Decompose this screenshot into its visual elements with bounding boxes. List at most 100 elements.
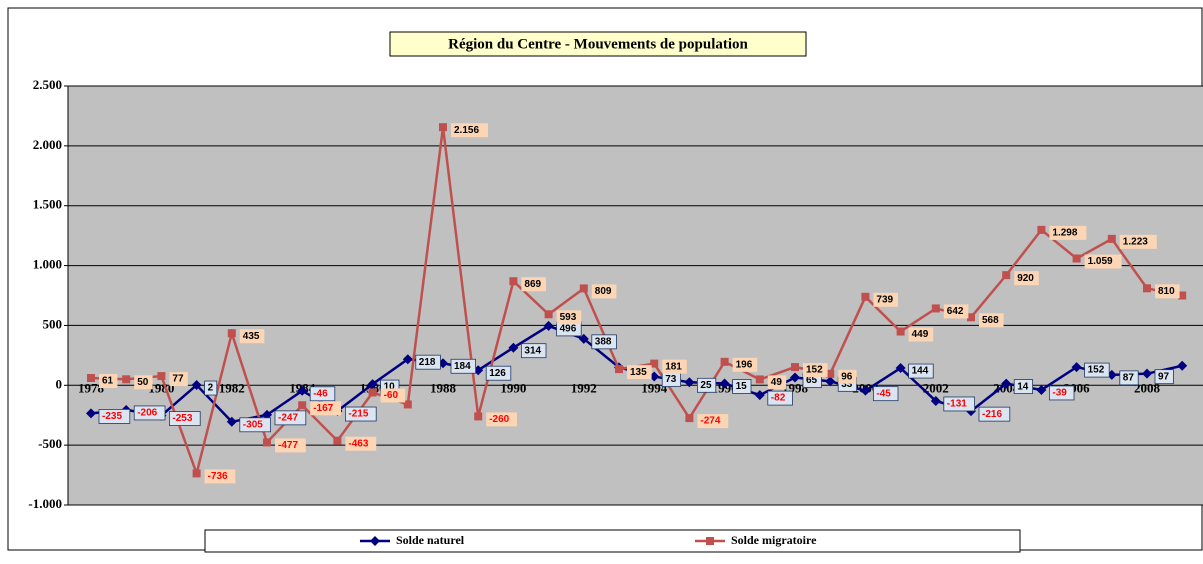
data-label: 126 (489, 368, 506, 379)
data-label: -39 (1052, 388, 1067, 399)
data-label: 181 (665, 361, 682, 372)
point (791, 363, 799, 372)
data-label-box (380, 388, 406, 403)
data-label: 144 (912, 366, 929, 377)
data-label-box (873, 386, 899, 402)
data-label: 810 (1158, 286, 1175, 297)
point (1177, 360, 1188, 371)
data-label-box (204, 469, 236, 484)
data-label: -736 (208, 471, 228, 482)
data-label: 809 (595, 286, 612, 297)
data-label-box (485, 365, 512, 381)
point (297, 385, 308, 396)
data-label: 739 (876, 294, 893, 305)
data-label: 135 (630, 367, 647, 378)
point (122, 375, 131, 384)
point (544, 310, 553, 319)
point (826, 369, 835, 378)
data-label-box (697, 414, 729, 429)
data-label: 314 (524, 345, 541, 356)
point (509, 277, 518, 286)
point (402, 354, 413, 365)
data-label-box (521, 277, 546, 292)
x-tick-label: 1988 (430, 380, 457, 395)
data-label: 1.223 (1123, 237, 1148, 248)
data-label-box (204, 380, 218, 396)
data-label-box (1154, 369, 1174, 385)
data-label-box (767, 390, 793, 406)
point (227, 329, 236, 338)
data-label-box (169, 372, 188, 387)
x-tick-label: 1982 (219, 380, 245, 395)
data-label-box (943, 304, 969, 319)
point (931, 304, 940, 313)
data-label: 65 (806, 375, 818, 386)
data-label-box (98, 409, 131, 424)
point (930, 395, 941, 406)
point (650, 359, 659, 368)
data-label: 14 (1017, 381, 1029, 392)
data-label-box (344, 406, 377, 422)
point (1037, 225, 1046, 234)
data-label-box (274, 410, 307, 426)
data-label-box (521, 343, 547, 359)
legend-swatch (370, 536, 380, 546)
point (333, 436, 342, 445)
y-tick-label: 2.500 (33, 77, 62, 92)
data-label-box (1013, 379, 1034, 395)
data-label: -60 (384, 390, 399, 401)
data-label-box (1155, 284, 1180, 299)
point (474, 412, 483, 421)
point (684, 377, 695, 388)
data-label: 184 (454, 361, 471, 372)
point (615, 365, 623, 374)
data-label-box (1049, 225, 1087, 240)
point (1002, 271, 1011, 280)
y-tick-label: 0 (56, 376, 63, 391)
data-label: 2 (208, 383, 214, 394)
data-label-box (1084, 254, 1122, 269)
data-label-box (1014, 271, 1039, 286)
point (861, 292, 870, 301)
y-tick-label: 1.000 (33, 257, 62, 272)
data-label: -274 (700, 416, 720, 427)
data-label: 496 (560, 324, 577, 335)
point (191, 380, 202, 391)
point (860, 385, 871, 396)
data-label-box (662, 359, 687, 374)
data-label: 1.059 (1088, 256, 1113, 267)
data-label: 568 (982, 315, 999, 326)
data-label-box (908, 327, 934, 342)
data-label-box (732, 357, 758, 372)
point (1142, 368, 1152, 379)
point (967, 313, 975, 322)
data-label-box (803, 363, 828, 378)
data-label: 388 (595, 336, 612, 347)
data-label-box (1049, 385, 1075, 401)
data-label: 152 (806, 365, 823, 376)
chart-title: Région du Centre - Mouvements de populat… (448, 36, 748, 52)
data-label: 61 (102, 376, 114, 387)
data-label-box (979, 313, 1004, 328)
point (263, 438, 271, 447)
data-label-box (591, 284, 617, 299)
data-label-box (838, 369, 857, 384)
data-label: 33 (841, 379, 853, 390)
data-label: 435 (243, 331, 260, 342)
data-label: -82 (771, 393, 786, 404)
x-tick-label: 1994 (641, 380, 668, 395)
data-label: 50 (137, 377, 149, 388)
y-tick-label: 500 (43, 316, 63, 331)
legend-swatch (706, 537, 714, 545)
data-label: -167 (313, 403, 333, 414)
data-label-box (943, 396, 975, 412)
point (895, 363, 906, 374)
data-label: 77 (172, 374, 184, 385)
data-label: 152 (1088, 365, 1105, 376)
data-label: 49 (771, 377, 783, 388)
data-label: 1.298 (1052, 228, 1077, 239)
data-label-box (168, 411, 201, 426)
x-tick-label: 1990 (500, 380, 526, 395)
legend-label: Solde naturel (396, 533, 465, 547)
point (578, 333, 589, 344)
